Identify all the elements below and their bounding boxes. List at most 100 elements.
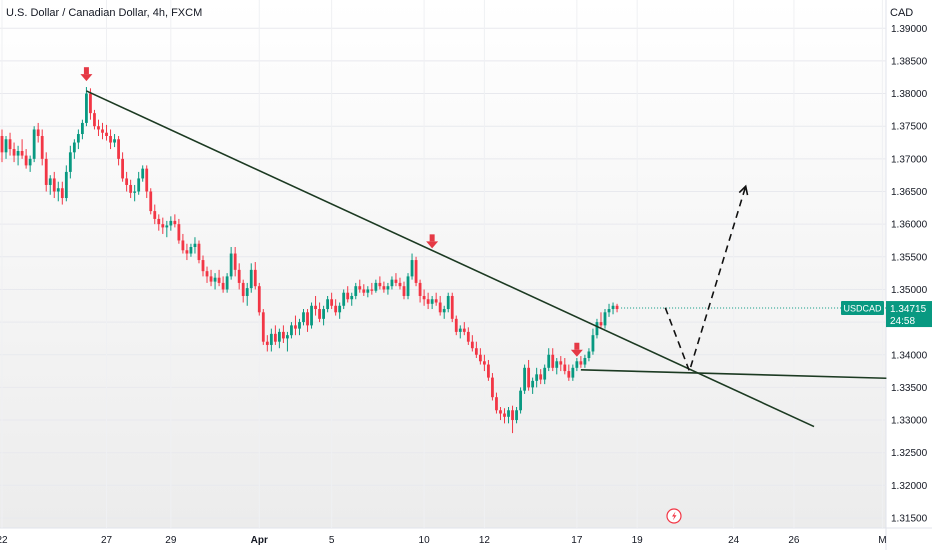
candle — [121, 152, 124, 182]
candle — [221, 276, 225, 293]
descending-trendline[interactable] — [86, 90, 815, 428]
price-tick-label: 1.36500 — [891, 187, 928, 198]
candle — [249, 263, 253, 293]
candle — [153, 204, 157, 225]
candle — [253, 262, 257, 290]
candle — [607, 303, 611, 317]
candle — [237, 263, 241, 290]
candle — [233, 247, 237, 277]
projection-path[interactable] — [664, 184, 749, 374]
candle — [370, 282, 374, 295]
candle — [145, 165, 149, 199]
time-tick-label: 12 — [479, 535, 491, 546]
candle — [286, 331, 289, 352]
price-tick-label: 1.33000 — [891, 416, 928, 427]
candle — [189, 243, 193, 257]
candle — [157, 214, 161, 231]
candle — [12, 142, 16, 163]
candle — [507, 406, 510, 424]
price-tick-label: 1.32000 — [891, 481, 928, 492]
price-tick-label: 1.37000 — [891, 154, 928, 165]
candle — [318, 302, 321, 323]
candle — [229, 247, 233, 280]
markers — [80, 67, 583, 357]
candle — [24, 149, 28, 169]
candle — [442, 305, 446, 319]
candle — [213, 273, 217, 290]
price-axis-panel[interactable] — [886, 0, 932, 550]
candle — [563, 358, 567, 375]
flash-icon[interactable] — [666, 508, 682, 524]
candle — [579, 356, 583, 368]
candle — [282, 325, 285, 343]
candle — [430, 295, 434, 310]
candle — [346, 286, 350, 303]
candle — [177, 218, 181, 244]
candle — [294, 315, 297, 336]
candle — [446, 292, 450, 313]
candle — [591, 328, 595, 355]
time-tick-label: M — [878, 535, 886, 546]
candle — [523, 364, 526, 394]
candle — [241, 279, 245, 303]
candle — [64, 165, 68, 202]
candle — [382, 281, 386, 293]
candle — [611, 302, 615, 315]
support-line[interactable] — [580, 368, 887, 380]
time-tick-label: 5 — [329, 535, 335, 546]
candle — [426, 292, 430, 310]
last-price-value: 1.34715 — [890, 304, 927, 315]
time-tick-label: 17 — [571, 535, 583, 546]
candle — [410, 253, 414, 280]
time-tick-label: 22 — [0, 535, 8, 546]
candle — [334, 299, 338, 316]
candle — [406, 273, 410, 300]
candle — [458, 325, 462, 339]
candle — [269, 328, 273, 352]
candle — [559, 356, 563, 372]
symbol-tag — [841, 301, 884, 316]
candle — [615, 303, 619, 313]
candle — [209, 269, 213, 287]
candle — [161, 217, 165, 234]
candle — [32, 126, 36, 163]
down-arrow-marker-icon — [80, 67, 93, 82]
candle — [595, 318, 599, 339]
price-tick-label: 1.36000 — [891, 220, 928, 231]
candle — [265, 335, 269, 352]
candle — [169, 216, 173, 231]
candle — [583, 354, 587, 368]
candle — [454, 315, 458, 336]
candle — [72, 139, 76, 159]
candle — [149, 188, 153, 215]
projection-line[interactable] — [664, 186, 747, 374]
candle — [40, 129, 44, 166]
candle — [101, 122, 104, 140]
candle — [56, 181, 60, 202]
time-axis-labels: 22 27 29 Apr 5 10 12 17 19 24 26 M — [0, 535, 887, 546]
candle — [129, 179, 133, 199]
trendlines[interactable] — [86, 90, 887, 428]
candle — [378, 276, 382, 290]
candle — [298, 318, 301, 336]
candle — [165, 220, 169, 238]
candle — [491, 373, 494, 401]
candle — [44, 152, 48, 192]
candle — [109, 129, 112, 150]
symbol-title[interactable]: U.S. Dollar / Canadian Dollar, 4h, FXCM — [6, 7, 202, 19]
time-tick-label: 29 — [165, 535, 177, 546]
time-axis-panel[interactable] — [0, 528, 886, 550]
candle — [181, 233, 185, 254]
price-tick-label: 1.34000 — [891, 350, 928, 361]
candle — [358, 279, 362, 293]
candle — [478, 348, 482, 365]
down-arrow-marker-icon — [570, 342, 583, 357]
candle — [531, 377, 535, 394]
candle — [48, 175, 52, 195]
candle — [466, 327, 470, 345]
candle — [16, 145, 20, 166]
candle — [225, 273, 229, 293]
candle — [273, 325, 277, 345]
